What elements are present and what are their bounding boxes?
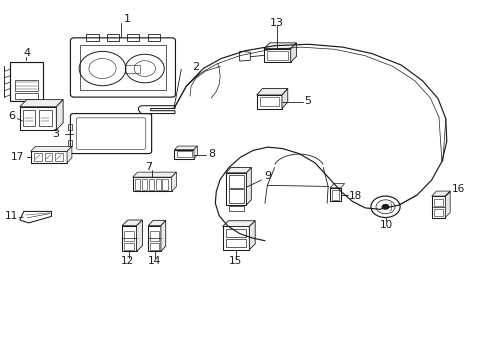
Bar [67,123,72,130]
Bar [39,110,52,126]
Polygon shape [122,220,142,226]
Polygon shape [246,167,251,205]
Bar [228,189,243,203]
Bar [34,153,41,161]
Bar [155,179,161,190]
Polygon shape [256,89,287,95]
Text: 11: 11 [4,211,18,221]
Polygon shape [148,220,165,226]
Bar [20,107,56,130]
Polygon shape [222,221,255,226]
Text: 12: 12 [121,256,134,266]
Text: 9: 9 [264,171,271,181]
Bar [122,226,136,251]
Bar [264,49,290,62]
Polygon shape [161,220,165,251]
Polygon shape [136,220,142,251]
Text: 17: 17 [10,152,24,162]
Bar [222,226,249,249]
Bar [15,93,38,99]
Bar [142,179,147,190]
Polygon shape [282,89,287,109]
Bar [433,209,443,216]
Circle shape [381,204,388,210]
Polygon shape [171,172,176,192]
Polygon shape [132,172,176,177]
Polygon shape [290,43,296,62]
Bar [431,196,445,217]
Text: 10: 10 [379,220,392,230]
Bar [67,140,72,146]
Polygon shape [20,100,63,107]
Bar [125,65,140,73]
Polygon shape [56,100,63,130]
Bar [266,51,287,60]
Bar [15,80,38,91]
Bar [225,239,245,247]
Bar [30,152,67,163]
Bar [124,231,134,241]
Bar [228,175,243,188]
Polygon shape [264,43,296,49]
Polygon shape [67,147,72,163]
Bar [329,188,340,202]
Polygon shape [431,191,449,196]
Bar [259,98,279,106]
Bar [135,179,140,190]
Text: 16: 16 [451,184,464,194]
Bar [127,34,139,41]
Bar [228,206,243,211]
Bar [331,190,338,200]
Bar [132,177,171,192]
Bar [150,243,159,249]
Text: 6: 6 [9,111,16,121]
Bar [55,153,63,161]
Bar [10,62,43,102]
Polygon shape [225,167,251,173]
Text: 1: 1 [123,14,130,24]
Text: 5: 5 [304,96,310,106]
Bar [86,34,99,41]
Bar [150,231,159,241]
Bar [107,34,119,41]
Text: 2: 2 [192,62,199,72]
Text: 15: 15 [229,256,242,266]
Bar [225,173,246,205]
Polygon shape [30,147,72,152]
Bar [256,95,282,109]
Text: 13: 13 [269,18,283,28]
Bar [433,199,443,206]
Bar [44,153,52,161]
Bar [148,179,154,190]
Bar [148,226,161,251]
Bar [23,110,35,126]
Polygon shape [445,191,449,217]
Text: 14: 14 [148,256,161,266]
Polygon shape [249,221,255,249]
Bar [225,229,245,237]
Bar [124,243,134,249]
Text: 18: 18 [348,191,361,201]
Polygon shape [329,184,344,188]
Bar [147,34,160,41]
Bar [174,150,194,158]
Bar [177,152,191,157]
Text: 3: 3 [52,129,59,139]
Text: 4: 4 [23,48,30,58]
Polygon shape [194,146,197,158]
Bar [162,179,167,190]
Polygon shape [174,146,197,150]
Bar [80,45,165,90]
Text: 8: 8 [207,149,215,159]
Text: 7: 7 [144,162,151,172]
